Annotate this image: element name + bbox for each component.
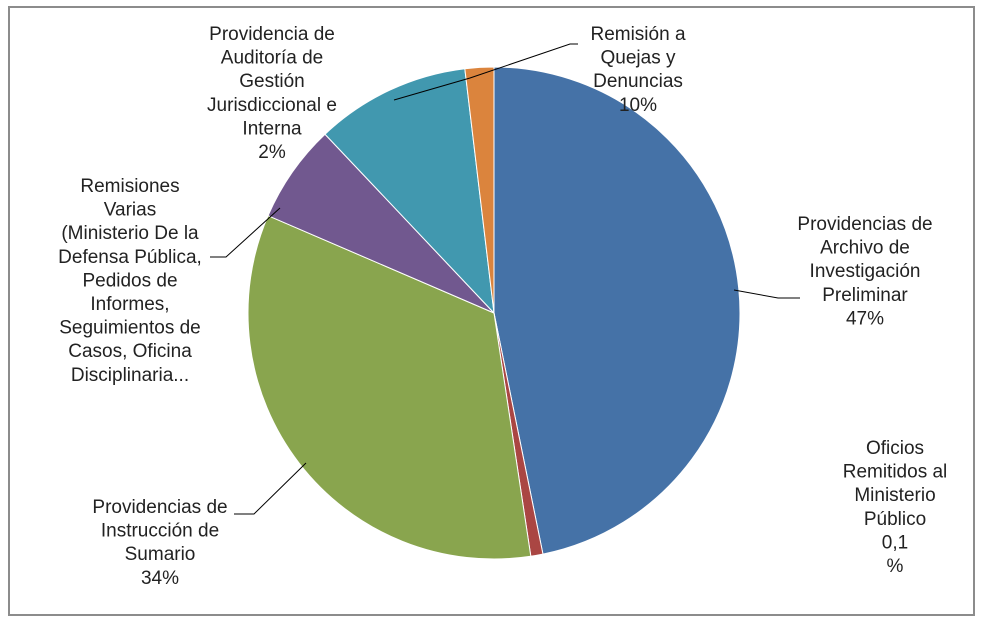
slice-label-line: Pedidos de [82,270,177,291]
slice-label-line: Providencias de [92,497,227,518]
slice-label-1: Oficios Remitidos al Ministerio Público 0,1% [843,438,948,577]
slice-label-4: Providencia de Auditoría de Gestión Jurisdi… [207,24,337,163]
slice-label-0: Providencias de Archivo de Investigación Pr… [797,214,932,329]
slice-label-line: Denuncias [593,71,683,92]
slice-percent-label: 47% [846,308,884,329]
leader-lines [210,43,800,515]
slice-label-line: Instrucción de [101,521,219,542]
slice-label-line: Jurisdiccional e [207,95,337,116]
slice-percent-label: 2% [258,142,286,163]
slice-label-3: Remisiones Varias (Ministerio De la Defensa… [58,176,202,386]
slice-label-line: Defensa Pública, [58,247,202,268]
pie-slice-2 [247,215,532,560]
slice-label-line: Disciplinaria... [71,365,189,386]
slice-label-line: Providencia de [209,24,335,45]
slice-label-line: Remisiones [80,176,179,197]
leader-line-4 [393,43,578,101]
slice-label-line: Gestión [239,71,304,92]
slice-label-line: Quejas y [601,48,676,69]
slice-label-line: Preliminar [822,285,908,306]
slice-label-2: Providencias de Instrucción de Sumario 34% [92,497,227,589]
leader-line-0 [733,289,800,299]
pie-slice-5 [464,66,495,314]
slice-label-line: Remisión a [590,24,685,45]
slice-label-line: Sumario [125,544,196,565]
chart-frame: Providencias de Archivo de Investigación Pr… [8,6,975,616]
slice-label-line: Remitidos al [843,462,948,483]
leader-line-3 [210,207,281,258]
pie-slice-4 [324,68,495,315]
slice-label-line: Varias [104,200,156,221]
pie-slices [247,66,741,560]
slice-percent-label: % [887,556,904,577]
slice-label-5: Remisión a Quejas y Denuncias 10% [590,24,685,116]
slice-label-line: Interna [242,118,302,139]
slice-label-line: Auditoría de [221,48,323,69]
slice-percent-label: 34% [141,568,179,589]
slice-label-line: Oficios [866,438,924,459]
slice-label-line: Seguimientos de [59,318,201,339]
slice-label-line: Providencias de [797,214,932,235]
slice-label-line: Ministerio [854,485,935,506]
slice-label-line: Casos, Oficina [68,341,192,362]
slice-labels: Providencias de Archivo de Investigación Pr… [58,24,947,589]
slice-percent-label: 0,1 [882,532,908,553]
slice-label-line: Investigación [810,261,921,282]
leader-line-2 [234,462,307,515]
slice-label-line: Archivo de [820,238,910,259]
pie-slice-0 [493,66,741,555]
slice-label-line: Público [864,509,926,530]
pie-chart: Providencias de Archivo de Investigación Pr… [58,24,947,589]
slice-percent-label: 10% [619,95,657,116]
slice-label-line: Informes, [90,294,169,315]
slice-label-line: (Ministerio De la [61,223,199,244]
